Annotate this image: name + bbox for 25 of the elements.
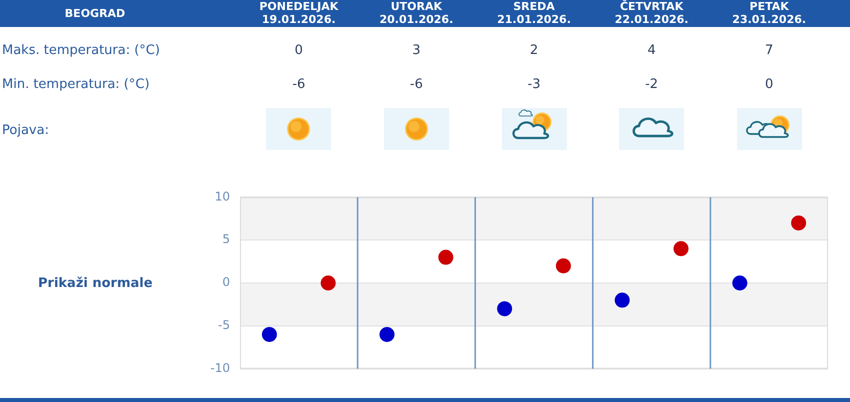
text: Pojava:	[2, 123, 49, 139]
text: ČETVRTAK 22.01.2026.	[614, 0, 690, 26]
data-label: 4	[646, 43, 657, 59]
y-tick-label: 0	[222, 275, 230, 290]
text: Prikaži normale	[38, 276, 153, 292]
y-tick-label: 10	[214, 189, 230, 204]
y-tick-label: -5	[218, 318, 230, 332]
data-label: -2	[644, 77, 660, 93]
y-tick-label: -10	[210, 360, 230, 375]
y-tick-label: 5	[222, 232, 230, 246]
data-label: 7	[764, 43, 774, 59]
text: Min. temperatura: (°C)	[2, 77, 150, 93]
text: Maks. temperatura: (°C)	[2, 43, 160, 59]
text: UTORAK 20.01.2026.	[378, 0, 454, 26]
data-label: 3	[411, 43, 422, 59]
data-label: -6	[291, 77, 306, 93]
data-label: -3	[526, 77, 542, 93]
text: PETAK 23.01.2026.	[731, 0, 808, 26]
text: PONEDELJAK 19.01.2026.	[258, 0, 340, 26]
data-label: 2	[528, 43, 540, 59]
text: BEOGRAD	[64, 7, 126, 20]
data-label: -6	[408, 77, 424, 93]
data-label: 0	[764, 77, 774, 93]
data-label: 0	[294, 43, 304, 59]
text: SREDA 21.01.2026.	[496, 0, 572, 26]
